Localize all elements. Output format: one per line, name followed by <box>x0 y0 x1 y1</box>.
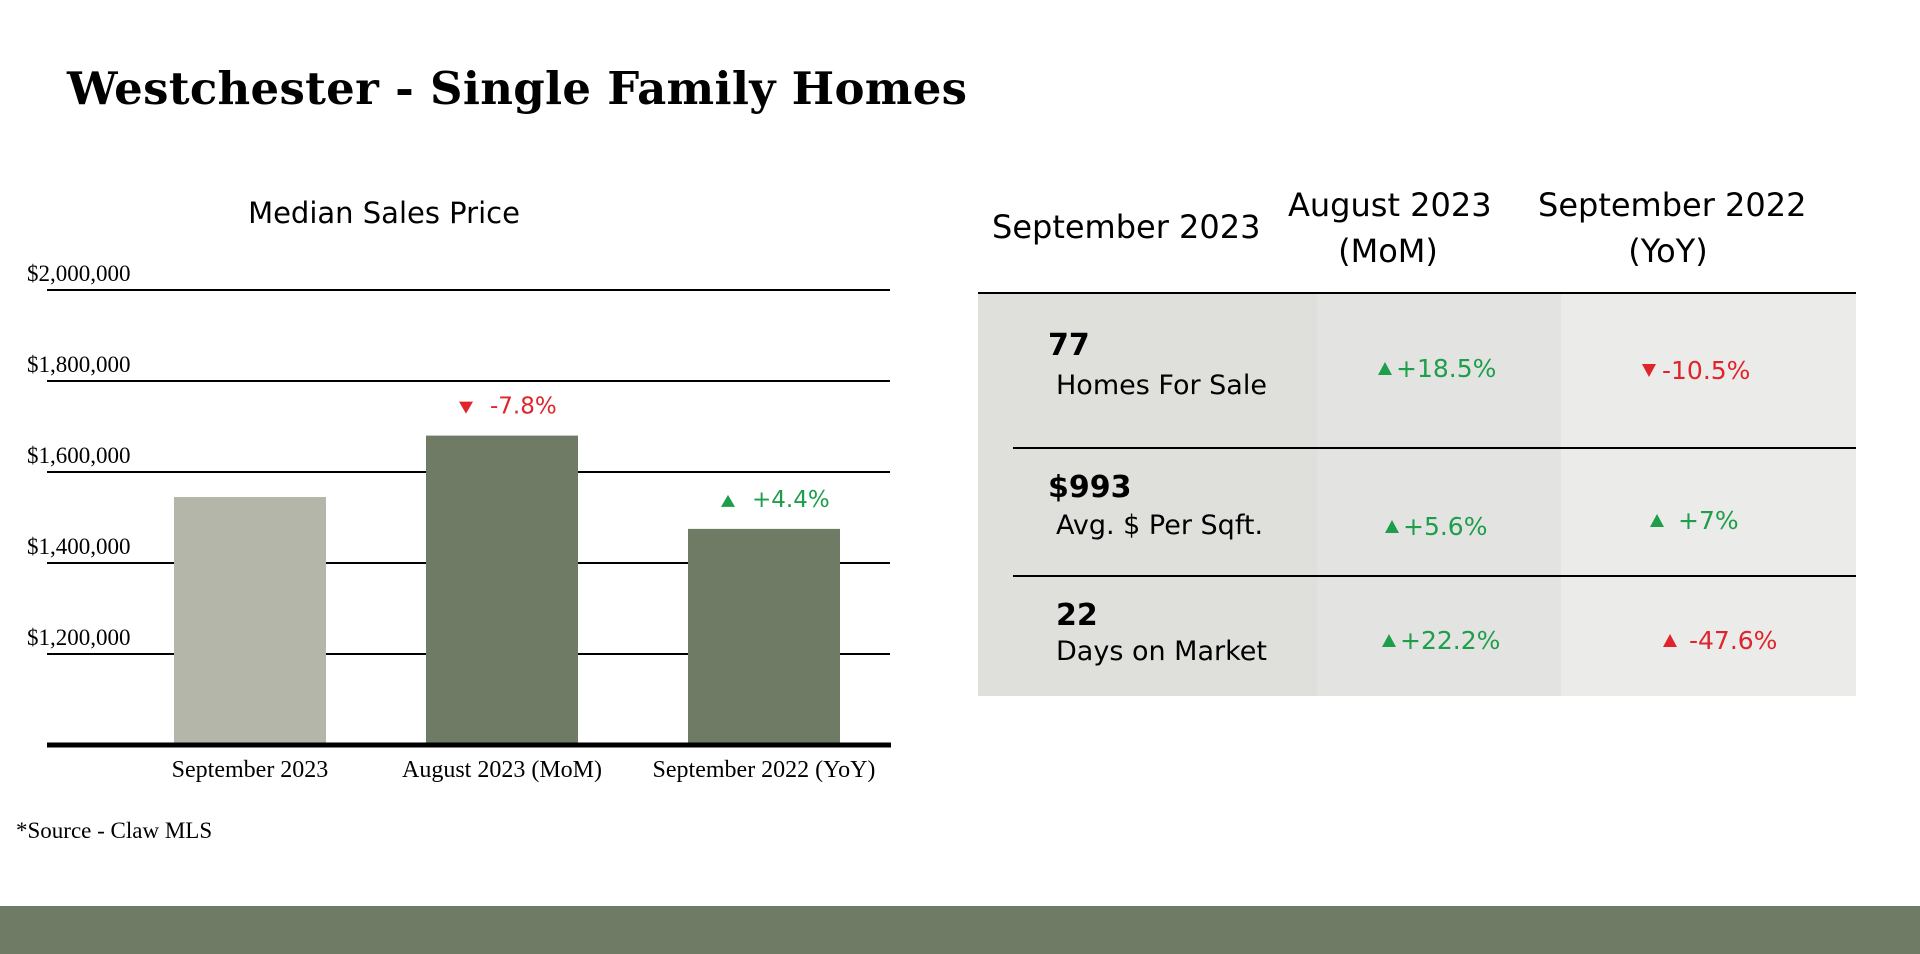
stats-table-body: 77 Homes For Sale +18.5% -10.5% $993 Avg… <box>978 294 1856 696</box>
y-tick-label: $1,200,000 <box>27 625 131 650</box>
yoy-change-text: -47.6% <box>1689 626 1778 655</box>
y-tick-label: $1,800,000 <box>27 352 131 377</box>
stats-table: September 2023 August 2023 (MoM) Septemb… <box>978 180 1856 696</box>
stats-table-header: September 2023 August 2023 (MoM) Septemb… <box>978 180 1856 294</box>
y-tick-label: $2,000,000 <box>27 261 131 286</box>
mom-change: +22.2% <box>1382 626 1500 655</box>
triangle-down-icon <box>459 401 473 414</box>
mom-change: +18.5% <box>1378 354 1496 383</box>
column-background-yoy <box>1561 294 1856 696</box>
bar <box>174 497 326 743</box>
mom-change-text: +18.5% <box>1396 354 1497 383</box>
metric-label: Avg. $ Per Sqft. <box>1056 510 1264 541</box>
header-yoy-period: September 2022 (YoY) <box>1538 182 1807 274</box>
bar-change-label: -7.8% <box>490 394 557 420</box>
bar-change-label: +4.4% <box>752 487 830 513</box>
yoy-change-text: -10.5% <box>1662 356 1751 385</box>
column-background-mom <box>1317 294 1561 696</box>
bar <box>426 435 578 743</box>
metric-label: Days on Market <box>1056 636 1267 667</box>
triangle-up-icon <box>1378 362 1392 375</box>
yoy-change-text: +7% <box>1678 506 1739 535</box>
header-mom-line2: (MoM) <box>1338 232 1438 270</box>
y-tick-label: $1,600,000 <box>27 443 131 468</box>
footer-bar <box>0 906 1920 954</box>
triangle-up-icon <box>1382 634 1396 647</box>
chart-title: Median Sales Price <box>248 196 520 230</box>
metric-label: Homes For Sale <box>1056 370 1267 401</box>
row-divider <box>1013 575 1856 577</box>
mom-change: +5.6% <box>1385 512 1487 541</box>
triangle-up-icon <box>1663 634 1677 647</box>
header-yoy-line1: September 2022 <box>1538 186 1807 224</box>
yoy-change: -47.6% <box>1663 626 1777 655</box>
triangle-up-icon <box>1650 514 1664 527</box>
yoy-change: -10.5% <box>1642 356 1750 385</box>
column-background-current <box>978 294 1317 696</box>
triangle-up-icon <box>1385 520 1399 533</box>
metric-value: 22 <box>1056 598 1098 633</box>
median-sales-price-chart: Median Sales Price $1,200,000 $1,400,000 $1… <box>27 196 891 783</box>
yoy-change: +7% <box>1650 506 1739 535</box>
triangle-down-icon <box>1642 364 1656 377</box>
bar <box>688 528 840 743</box>
mom-change-text: +22.2% <box>1400 626 1501 655</box>
header-mom-line1: August 2023 <box>1288 186 1492 224</box>
mom-change-text: +5.6% <box>1403 512 1488 541</box>
triangle-up-icon <box>721 494 735 507</box>
row-divider <box>1013 447 1856 449</box>
y-tick-label: $1,400,000 <box>27 534 131 559</box>
x-tick-label: August 2023 (MoM) <box>402 757 602 783</box>
source-note: *Source - Claw MLS <box>16 818 213 843</box>
x-tick-label: September 2022 (YoY) <box>653 757 876 783</box>
page-title: Westchester - Single Family Homes <box>67 62 968 115</box>
metric-value: $993 <box>1048 470 1132 505</box>
header-current-period: September 2023 <box>992 208 1261 246</box>
header-mom-period: August 2023 (MoM) <box>1288 182 1492 274</box>
metric-value: 77 <box>1048 328 1090 363</box>
x-tick-label: September 2023 <box>172 757 329 783</box>
header-yoy-line2: (YoY) <box>1628 232 1708 270</box>
